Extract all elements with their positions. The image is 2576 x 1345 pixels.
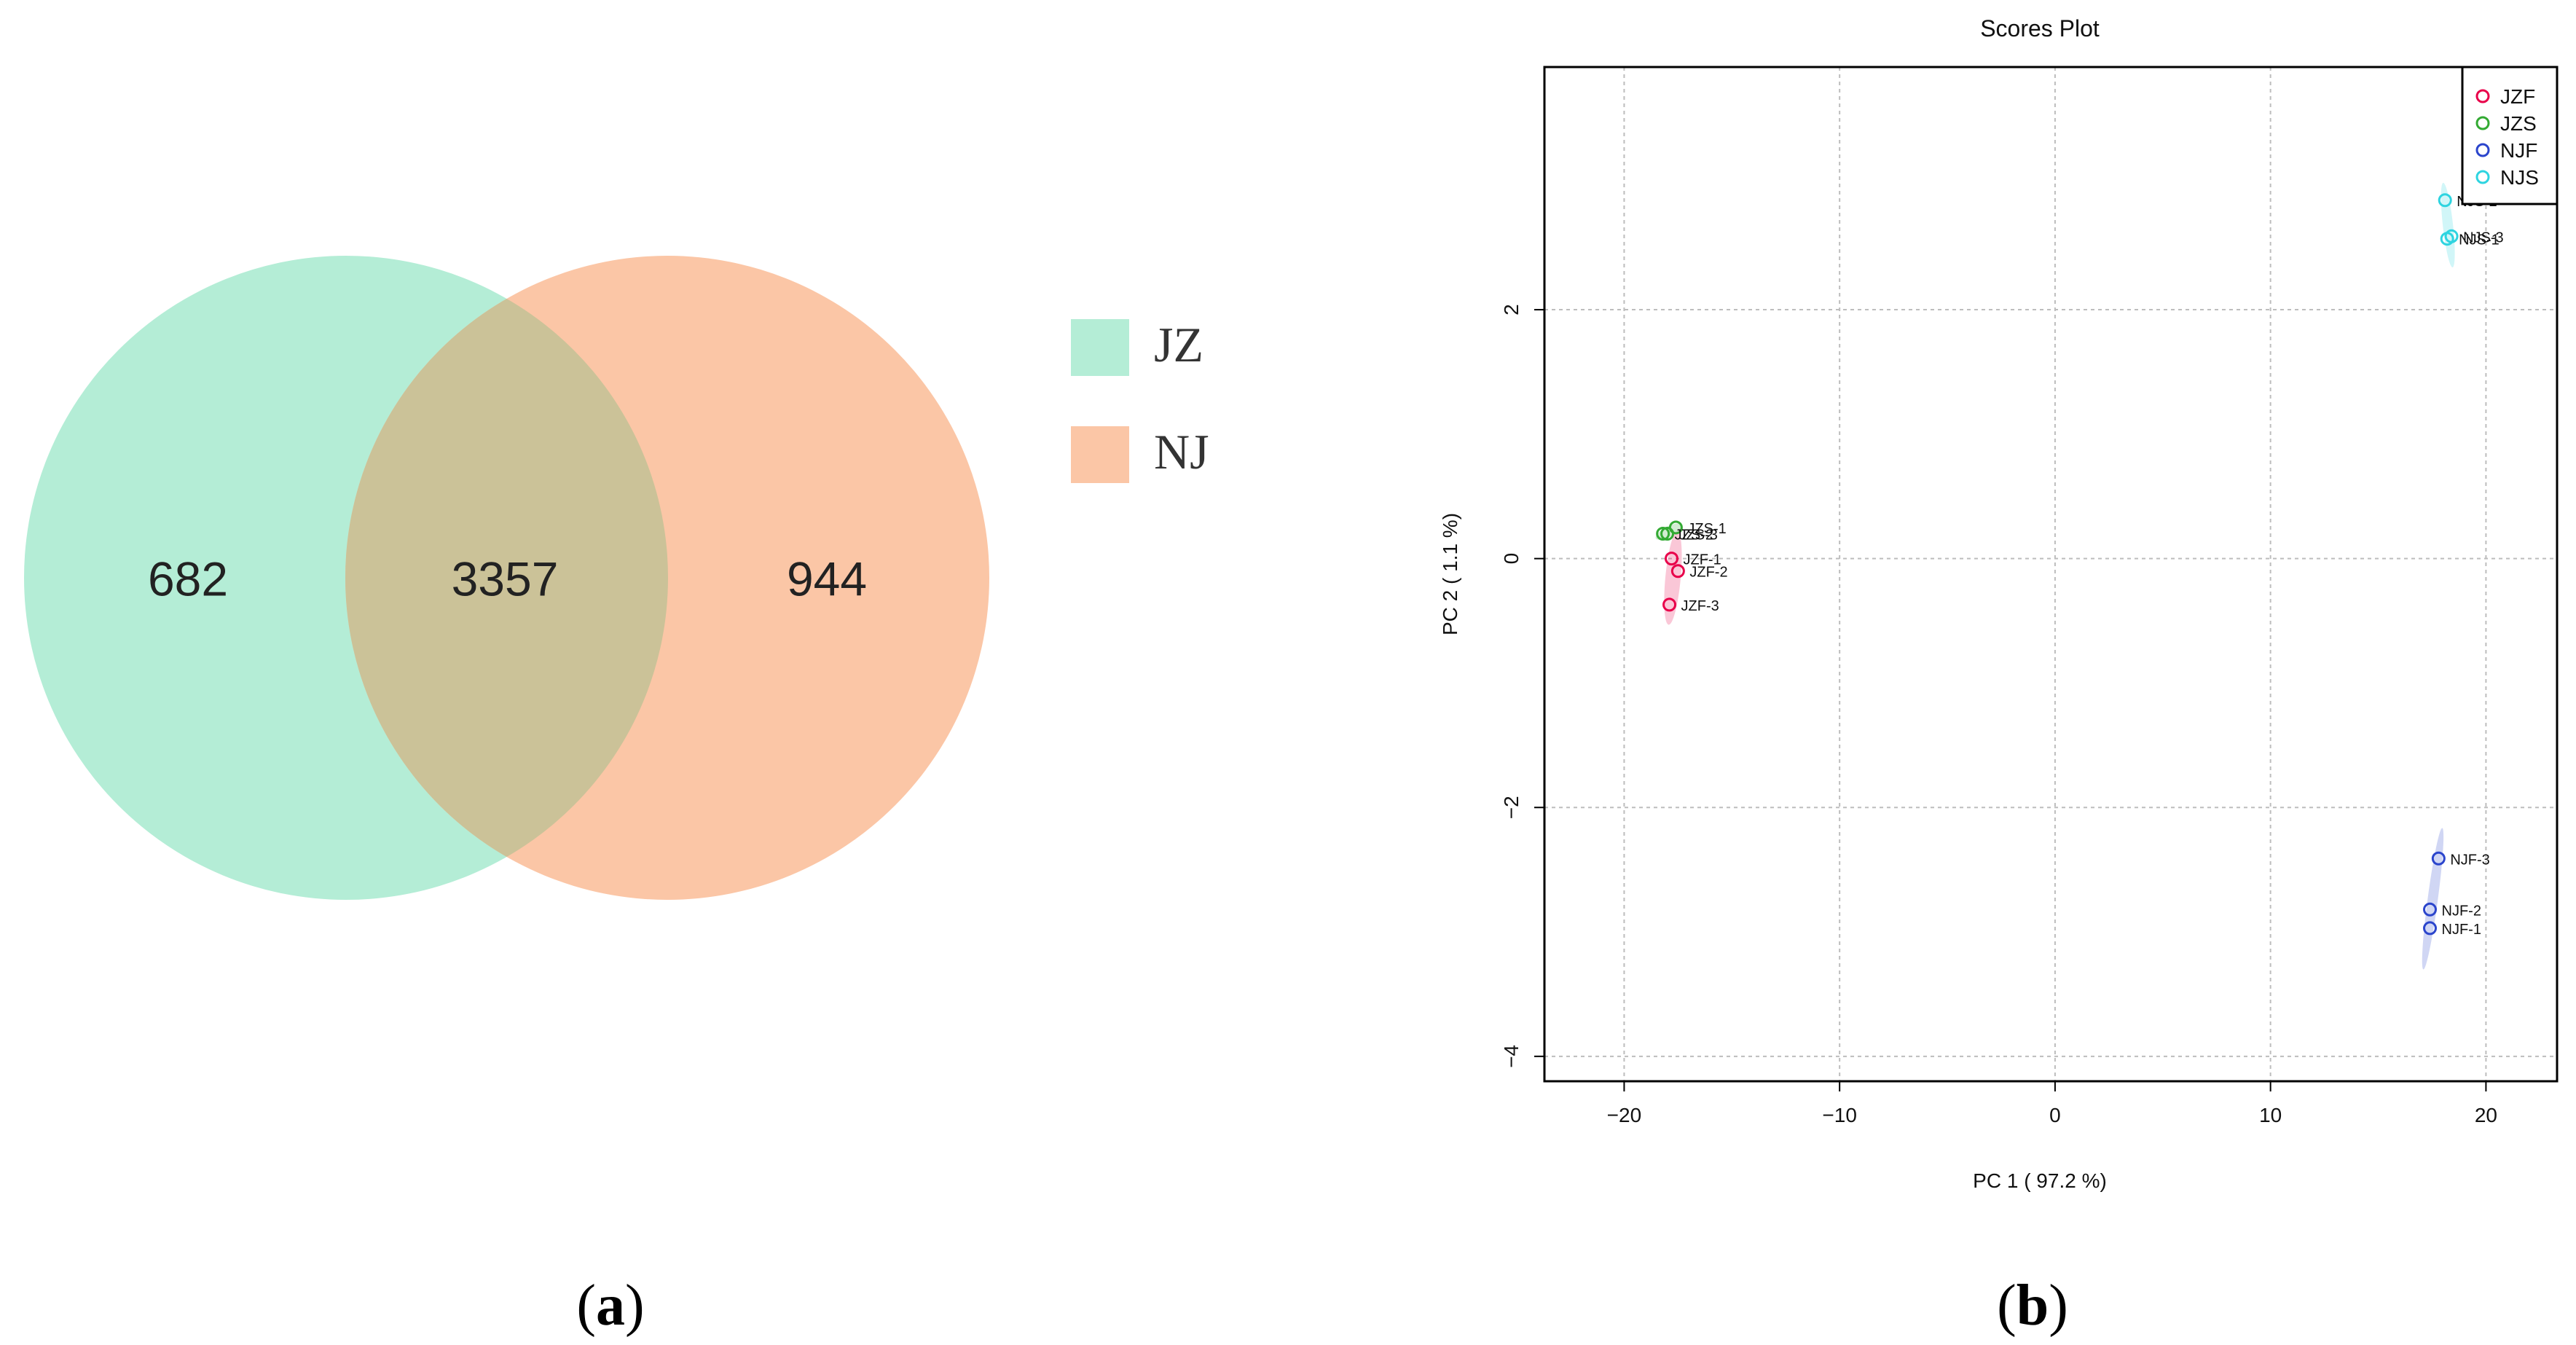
confidence-ellipse xyxy=(2440,182,2455,267)
data-point xyxy=(1670,564,1685,579)
x-tick-label: −20 xyxy=(1607,1104,1642,1126)
y-tick-label: −2 xyxy=(1500,796,1523,819)
point-label: JZF-2 xyxy=(1689,565,1727,581)
x-tick-label: 20 xyxy=(2475,1104,2497,1126)
scores-plot: Scores Plot −20 −10 0 10 20 −4−202 JZF-1JZF-… xyxy=(1439,15,2559,1338)
point-label: JZS-3 xyxy=(1679,527,1718,543)
data-point xyxy=(2431,851,2446,866)
legend-marker xyxy=(2475,170,2490,184)
point-label: NJF-3 xyxy=(2450,852,2489,868)
x-tick-label: 10 xyxy=(2259,1104,2282,1126)
data-point xyxy=(2423,902,2438,917)
data-point xyxy=(2444,229,2459,243)
panel-b-caption-open: ( xyxy=(1997,1274,2017,1338)
data-point xyxy=(1664,552,1678,566)
plot-frame xyxy=(1543,66,2559,1083)
data-point xyxy=(1656,526,1670,541)
point-label: JZS-2 xyxy=(1675,527,1713,543)
legend-marker xyxy=(2475,89,2490,103)
venn-legend: JZ NJ xyxy=(1071,317,1209,483)
x-tick-label: 0 xyxy=(2049,1104,2061,1126)
x-axis: −20 −10 0 10 20 xyxy=(1607,1081,2497,1126)
legend-marker xyxy=(2475,143,2490,157)
legend-label: NJF xyxy=(2500,139,2537,162)
legend-label: JZS xyxy=(2500,112,2537,135)
scatter-legend: JZF JZS NJF NJS xyxy=(2461,66,2559,205)
y-tick-label: 0 xyxy=(1500,553,1523,565)
venn-legend-label-nj: NJ xyxy=(1154,424,1209,479)
venn-legend-swatch-nj xyxy=(1071,426,1129,483)
point-label: NJS-1 xyxy=(2459,232,2500,248)
legend-marker xyxy=(2475,116,2490,130)
panel-a-caption-letter: a xyxy=(596,1274,625,1338)
point-label: NJS-3 xyxy=(2463,230,2504,246)
data-point xyxy=(2438,193,2452,208)
point-label: JZS-1 xyxy=(1687,521,1726,537)
legend-label: NJS xyxy=(2500,166,2539,189)
point-label: JZF-1 xyxy=(1683,552,1721,568)
y-tick-label: −4 xyxy=(1500,1045,1523,1068)
y-tick-label: 2 xyxy=(1500,304,1523,315)
panel-a-caption: (a) xyxy=(576,1274,644,1338)
data-point xyxy=(1662,597,1677,612)
y-axis: −4 −2 0 2 xyxy=(1500,304,1544,1068)
x-tick-label: −10 xyxy=(1822,1104,1857,1126)
point-label: NJF-2 xyxy=(2442,903,2481,919)
venn-overlap xyxy=(345,256,668,900)
data-point xyxy=(1660,526,1675,541)
panel-b-caption-close: ) xyxy=(2049,1274,2068,1338)
panel-a-caption-open: ( xyxy=(576,1274,596,1338)
venn-panel: 682 3357 944 JZ NJ (a) xyxy=(24,256,1209,1338)
panel-b-caption-letter: b xyxy=(2017,1274,2049,1338)
data-point xyxy=(2423,921,2438,936)
chart-title: Scores Plot xyxy=(1980,15,2100,42)
point-label: NJF-1 xyxy=(2442,922,2481,938)
legend-label: JZF xyxy=(2500,85,2535,108)
venn-count-jz-only: 682 xyxy=(148,552,228,605)
panel-a-caption-close: ) xyxy=(625,1274,645,1338)
panel-b-caption: (b) xyxy=(1997,1274,2068,1338)
point-label: JZF-3 xyxy=(1681,598,1719,614)
venn-count-intersection: 3357 xyxy=(452,552,559,605)
confidence-ellipse xyxy=(2422,828,2444,970)
y-axis-label: PC 2 ( 1.1 %) xyxy=(1439,513,1461,635)
venn-legend-swatch-jz xyxy=(1071,319,1129,376)
venn-count-nj-only: 944 xyxy=(787,552,867,605)
venn-legend-label-jz: JZ xyxy=(1154,317,1203,372)
grid xyxy=(1544,67,2557,1081)
x-axis-label: PC 1 ( 97.2 %) xyxy=(1973,1169,2107,1192)
